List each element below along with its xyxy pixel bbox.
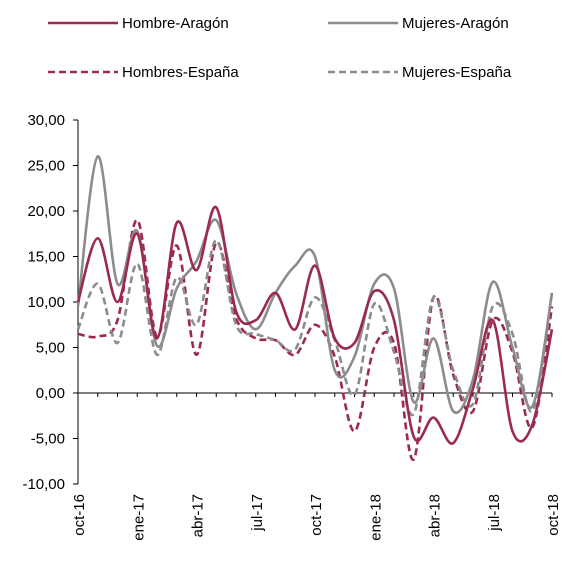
legend: Hombre-Aragón Mujeres-Aragón Hombres-Españ… [48,15,512,81]
y-tick-label: 15,00 [27,249,65,266]
y-tick-label: 10,00 [27,294,65,311]
legend-label-mujeres-arag-n: Mujeres-Aragón [402,15,509,32]
x-tick-label: oct-16 [71,494,88,536]
y-tick-label: 30,00 [27,112,65,129]
y-tick-label: 20,00 [27,203,65,220]
y-tick-label: 5,00 [36,340,65,357]
x-tick-label: jul-17 [249,494,266,532]
x-tick-label: oct-17 [308,494,325,536]
series-line-hombre-arag-n [76,206,554,445]
x-tick-label: abr-18 [427,494,444,537]
x-tick-label: ene-18 [367,494,384,541]
series-line-hombres-espa-a [77,218,554,461]
y-tick-label: -5,00 [31,431,65,448]
y-tick-label: 0,00 [36,385,65,402]
x-tick-label: abr-17 [190,494,207,537]
y-axis: 30,00 25,00 20,00 15,00 10,00 5,00 0,00 -5,00 -1… [22,112,79,493]
x-tick-label: oct-18 [545,494,562,536]
series-layer [76,155,554,461]
x-tick-label: ene-17 [130,494,147,541]
series-line-mujeres-espa-a [76,238,554,417]
legend-label-hombre-arag-n: Hombre-Aragón [122,15,229,32]
y-tick-label: 25,00 [27,158,65,175]
y-tick-label: -10,00 [22,476,65,493]
legend-label-hombres-espa-a: Hombres-España [122,64,239,81]
x-axis: oct-16 ene-17 abr-17 jul-17 oct-17 ene-18 abr-… [71,392,562,541]
x-tick-label: jul-18 [486,494,503,532]
legend-label-mujeres-espa-a: Mujeres-España [402,64,512,81]
